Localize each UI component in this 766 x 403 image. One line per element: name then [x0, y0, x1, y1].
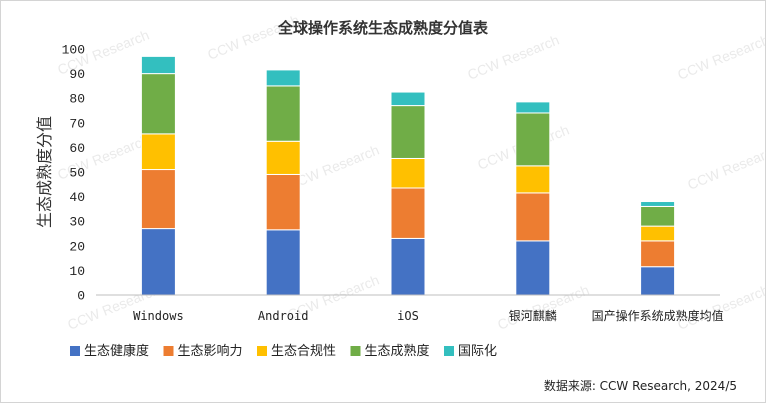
x-category-label: Android — [258, 309, 309, 323]
bar-segment — [390, 237, 426, 296]
y-tick-label: 20 — [69, 239, 85, 254]
watermark-text: CCW Research — [685, 142, 766, 193]
y-tick-label: 0 — [77, 289, 85, 304]
bar-segment — [390, 91, 426, 107]
x-axis-categories: Windows Android iOS 银河麒麟 国产操作系统成熟度均值 — [133, 308, 723, 323]
bar-segment — [140, 169, 176, 230]
y-tick-label: 40 — [69, 190, 85, 205]
bar-segment — [140, 55, 176, 75]
bar-segment — [265, 140, 301, 175]
bar-segment — [640, 201, 676, 207]
bar-segment — [390, 187, 426, 239]
legend: 生态健康度 生态影响力 生态合规性 生态成熟度 国际化 — [70, 343, 497, 359]
bar-segment — [515, 240, 551, 296]
bar-stack — [140, 55, 176, 296]
bars — [140, 55, 676, 296]
bar-stack — [265, 69, 301, 296]
x-category-label: 银河麒麟 — [509, 308, 557, 323]
legend-swatch — [163, 346, 174, 356]
y-tick-label: 50 — [69, 166, 85, 181]
legend-swatch — [444, 346, 454, 356]
y-axis-label: 生态成熟度分值 — [35, 116, 54, 228]
y-tick-label: 90 — [69, 67, 85, 82]
bar-segment — [640, 266, 676, 296]
y-tick-label: 80 — [69, 92, 85, 107]
y-tick-label: 60 — [69, 141, 85, 156]
bar-segment — [515, 101, 551, 114]
bar-segment — [390, 157, 426, 189]
y-tick-label: 10 — [69, 264, 85, 279]
bar-stack — [640, 201, 676, 296]
legend-label: 生态影响力 — [178, 343, 243, 359]
y-tick-label: 70 — [69, 116, 85, 131]
x-category-label: Windows — [133, 309, 184, 323]
watermark-text: CCW Research — [675, 282, 766, 333]
source-note: 数据来源: CCW Research, 2024/5 — [544, 378, 737, 393]
watermark-text: CCW Research — [675, 32, 766, 83]
x-category-label: iOS — [397, 309, 419, 323]
y-axis-ticks: 0 10 20 30 40 50 60 70 80 90 100 — [62, 43, 85, 304]
bar-segment — [265, 173, 301, 231]
bar-segment — [640, 205, 676, 227]
bar-segment — [640, 225, 676, 242]
watermark-text: CCW Research — [465, 32, 561, 83]
bar-segment — [265, 229, 301, 296]
legend-swatch — [350, 346, 361, 356]
bar-segment — [265, 69, 301, 87]
bar-segment — [390, 105, 426, 159]
legend-label: 国际化 — [458, 344, 497, 359]
y-tick-label: 30 — [69, 215, 85, 230]
y-tick-label: 100 — [62, 43, 85, 58]
bar-segment — [515, 165, 551, 194]
bar-segment — [515, 192, 551, 242]
bar-stack — [390, 91, 426, 296]
bar-stack — [515, 101, 551, 296]
bar-segment — [265, 85, 301, 142]
legend-label: 生态合规性 — [271, 344, 336, 359]
bar-segment — [140, 228, 176, 296]
legend-label: 生态健康度 — [84, 343, 149, 359]
bar-segment — [140, 133, 176, 171]
bar-segment — [515, 112, 551, 167]
legend-label: 生态成熟度 — [365, 343, 430, 359]
bar-segment — [140, 73, 176, 135]
legend-swatch — [257, 346, 267, 356]
legend-swatch — [70, 346, 80, 356]
bar-segment — [640, 240, 676, 268]
x-category-label: 国产操作系统成熟度均值 — [592, 308, 724, 323]
chart-title: 全球操作系统生态成熟度分值表 — [277, 19, 489, 37]
